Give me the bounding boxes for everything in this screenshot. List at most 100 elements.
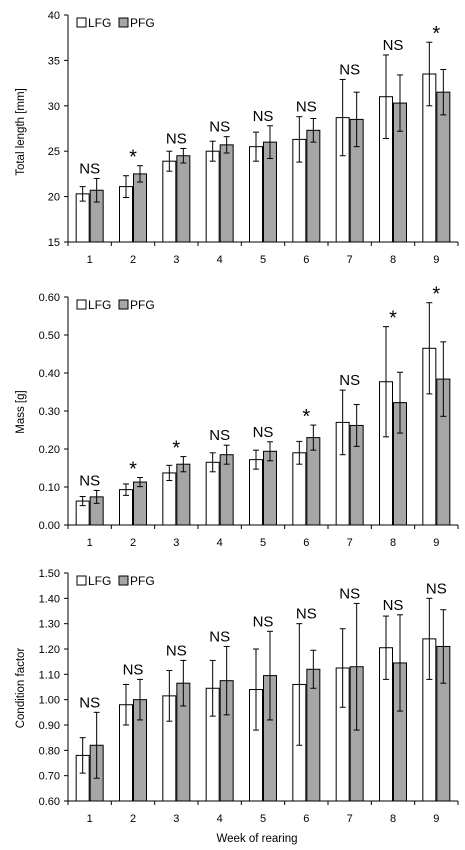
x-tick-label: 1 <box>87 813 93 825</box>
legend-label: LFG <box>88 298 111 312</box>
significance-label: NS <box>79 472 100 489</box>
bar-pfg <box>263 450 277 526</box>
bar-pfg <box>306 668 321 802</box>
bar-pfg <box>176 155 191 243</box>
significance-label: NS <box>426 580 447 597</box>
y-axis-title: Mass [g] <box>15 390 27 433</box>
significance-label: NS <box>253 613 274 630</box>
total-length-chart: 15 20 25 30 35 40 Total length [mm] NS 1 * 2 NS 3 NS 4… <box>15 10 459 266</box>
bar-pfg <box>219 144 234 243</box>
y-tick-label: 0.70 <box>39 771 60 783</box>
x-tick-label: 4 <box>217 813 223 825</box>
x-tick-label: 2 <box>130 813 136 825</box>
y-tick-label: 0.30 <box>39 406 60 418</box>
x-tick-label: 9 <box>433 254 439 266</box>
y-tick-label: 0.60 <box>39 292 60 304</box>
significance-label: * <box>432 23 440 45</box>
x-tick-label: 1 <box>87 537 93 549</box>
x-tick-label: 5 <box>260 813 266 825</box>
significance-label: * <box>129 459 137 481</box>
legend-swatch <box>118 299 129 310</box>
bar-pfg <box>133 481 147 526</box>
significance-label: NS <box>253 108 274 125</box>
y-tick-label: 25 <box>48 146 60 158</box>
significance-label: NS <box>166 642 187 659</box>
x-tick-label: 2 <box>130 537 136 549</box>
x-tick-label: 9 <box>433 537 439 549</box>
y-tick-label: 40 <box>48 10 60 22</box>
y-tick-label: 1.20 <box>39 644 60 656</box>
x-tick-label: 6 <box>303 254 309 266</box>
significance-label: NS <box>209 119 230 136</box>
bar-pfg <box>133 173 147 243</box>
x-tick-label: 7 <box>347 254 353 266</box>
x-tick-label: 8 <box>390 537 396 549</box>
y-tick-label: 0.20 <box>39 444 60 456</box>
x-tick-label: 6 <box>303 537 309 549</box>
significance-label: * <box>172 438 180 460</box>
legend-swatch <box>76 575 87 586</box>
bar-pfg <box>219 454 234 526</box>
significance-label: NS <box>209 628 230 645</box>
x-tick-label: 8 <box>390 254 396 266</box>
y-tick-label: 30 <box>48 101 60 113</box>
legend-swatch <box>76 299 87 310</box>
x-tick-label: 4 <box>217 254 223 266</box>
significance-label: NS <box>383 597 404 614</box>
significance-label: NS <box>296 99 317 116</box>
legend: LFG PFG <box>76 298 155 312</box>
y-tick-label: 0.50 <box>39 330 60 342</box>
significance-label: NS <box>79 160 100 177</box>
y-tick-label: 1.40 <box>39 593 60 605</box>
x-tick-label: 3 <box>173 813 179 825</box>
x-tick-label: 3 <box>173 537 179 549</box>
legend: LFG PFG <box>76 574 155 588</box>
y-tick-label: 15 <box>48 237 60 249</box>
mass-chart: 0.00 0.10 0.20 0.30 0.40 0.50 0.60 Mass [g] NS 1 *… <box>15 284 459 549</box>
x-tick-label: 5 <box>260 537 266 549</box>
significance-label: * <box>302 406 310 428</box>
y-axis-title: Total length [mm] <box>15 88 27 176</box>
significance-label: * <box>129 147 137 169</box>
significance-label: NS <box>123 661 144 678</box>
x-tick-label: 9 <box>433 813 439 825</box>
x-tick-label: 5 <box>260 254 266 266</box>
y-tick-label: 35 <box>48 55 60 67</box>
legend-swatch <box>76 17 87 28</box>
legend-swatch <box>118 17 129 28</box>
significance-label: * <box>432 284 440 306</box>
x-tick-label: 6 <box>303 813 309 825</box>
bar-lfg <box>162 160 177 243</box>
y-tick-label: 0.90 <box>39 720 60 732</box>
bar-pfg <box>306 437 321 526</box>
y-tick-label: 1.30 <box>39 619 60 631</box>
legend-label: PFG <box>130 16 155 30</box>
significance-label: NS <box>166 130 187 147</box>
y-tick-label: 0.60 <box>39 796 60 808</box>
y-tick-label: 0.80 <box>39 745 60 757</box>
y-tick-label: 20 <box>48 192 60 204</box>
y-tick-label: 1.50 <box>39 568 60 580</box>
legend: LFG PFG <box>76 16 155 30</box>
x-tick-label: 3 <box>173 254 179 266</box>
significance-label: NS <box>209 427 230 444</box>
x-tick-label: 4 <box>217 537 223 549</box>
condition-factor-chart: 0.60 0.70 0.80 0.90 1.00 1.10 1.20 1.30 1.40 1.50… <box>15 568 459 825</box>
bar-pfg <box>176 463 191 526</box>
significance-label: NS <box>339 372 360 389</box>
bar-lfg <box>205 150 220 243</box>
x-tick-label: 1 <box>87 254 93 266</box>
x-axis-title: Week of rearing <box>217 833 298 845</box>
y-axis-title: Condition factor <box>15 648 27 729</box>
significance-label: NS <box>253 424 274 441</box>
significance-label: NS <box>339 585 360 602</box>
legend-swatch <box>118 575 129 586</box>
legend-label: PFG <box>130 298 155 312</box>
significance-label: * <box>389 308 397 330</box>
legend-label: PFG <box>130 574 155 588</box>
significance-label: NS <box>339 61 360 78</box>
x-tick-label: 2 <box>130 254 136 266</box>
y-tick-label: 1.10 <box>39 669 60 681</box>
significance-label: NS <box>296 606 317 623</box>
